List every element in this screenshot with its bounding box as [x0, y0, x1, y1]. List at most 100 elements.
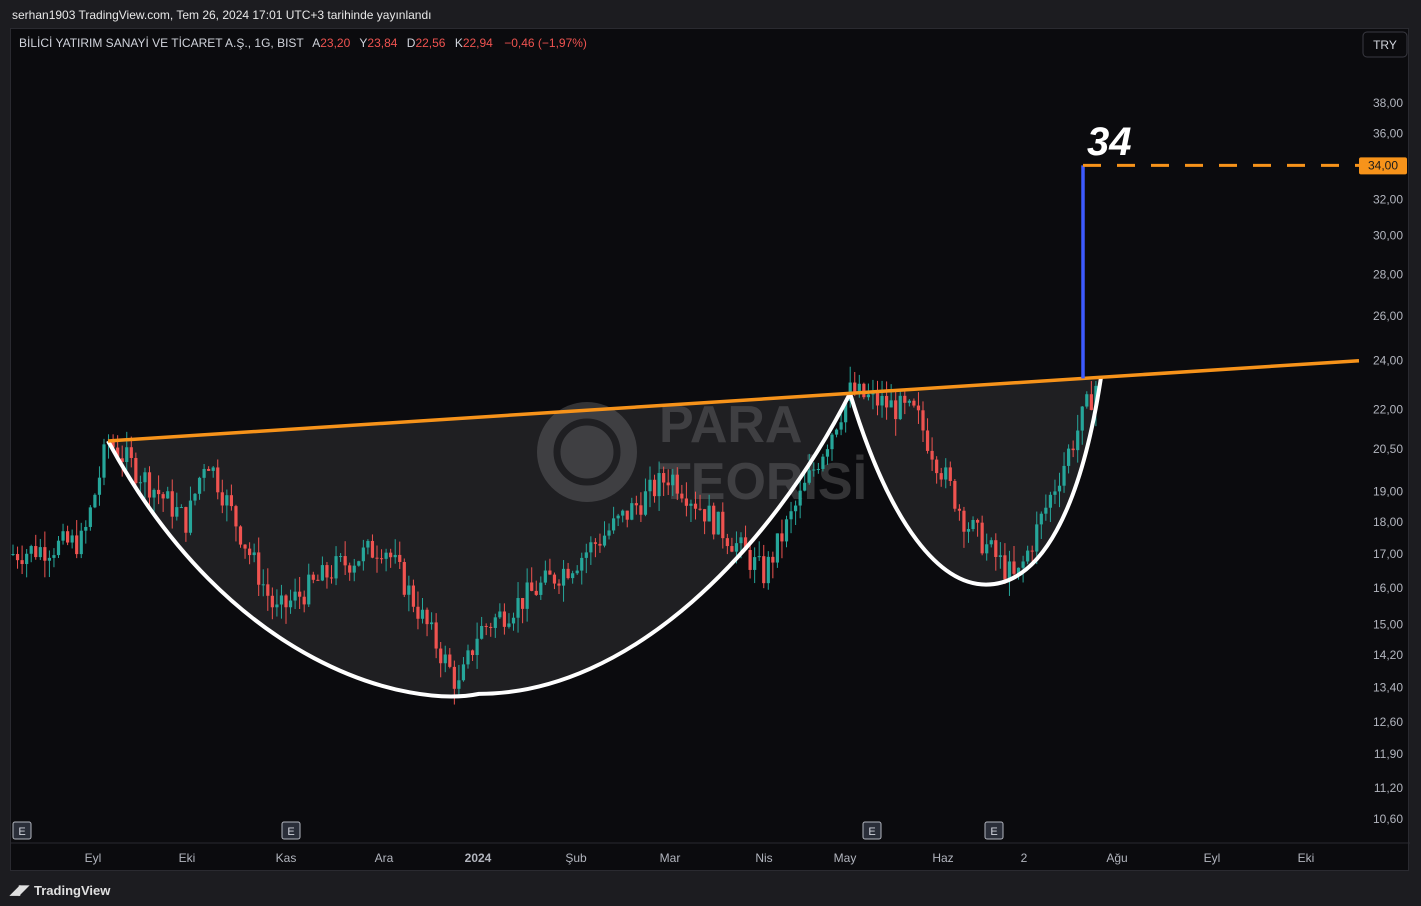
candle-down [548, 570, 552, 575]
candle-up [707, 505, 711, 522]
footer-brand[interactable]: ◢◤ TradingView [10, 882, 110, 898]
earnings-marker[interactable]: E [984, 821, 1004, 840]
candle-up [188, 500, 193, 533]
candle-down [625, 510, 629, 520]
svg-text:E: E [18, 826, 25, 838]
candle-up [898, 395, 902, 420]
y-tick-label: 32,00 [1373, 192, 1403, 206]
candle-down [771, 556, 775, 563]
candle-up [211, 467, 215, 471]
candle-down [521, 598, 525, 609]
candle-down [302, 596, 306, 605]
candle-up [466, 650, 470, 665]
candle-down [111, 441, 115, 448]
candle-down [448, 654, 452, 667]
currency-button[interactable]: TRY [1362, 31, 1408, 58]
footer-brand-text: TradingView [34, 882, 111, 898]
price-tag-text: 34,00 [1368, 158, 1398, 172]
candle-down [66, 531, 70, 543]
candle-up [102, 444, 106, 478]
candle-down [439, 648, 443, 664]
candle-up [179, 507, 183, 509]
earnings-marker[interactable]: E [862, 821, 882, 840]
y-tick-label: 26,00 [1373, 309, 1403, 323]
candle-down [489, 626, 493, 628]
candle-up [293, 591, 297, 601]
candle-down [680, 493, 684, 499]
candle-down [416, 606, 420, 619]
candle-down [953, 480, 957, 509]
watermark-logo-icon [537, 402, 637, 502]
candle-up [457, 680, 461, 689]
chart-legend: BİLİCİ YATIRIM SANAYİ VE TİCARET A.Ş., 1… [19, 36, 587, 50]
candle-up [989, 540, 993, 545]
time-axis: Eyl Eki Kas Ara 2024 Şub Mar Nis May Haz 2 Ağu Eyl Ek… [11, 842, 1410, 865]
candle-down [666, 482, 670, 486]
earnings-marker[interactable]: E [281, 821, 301, 840]
candle-down [184, 507, 188, 533]
x-tick-label: Eyl [85, 851, 102, 865]
candle-up [539, 582, 543, 595]
x-tick-label: Nis [755, 851, 772, 865]
candle-up [511, 617, 516, 624]
candle-down [662, 473, 666, 483]
candle-up [621, 510, 625, 516]
candle-down [270, 595, 274, 608]
candle-down [234, 506, 238, 527]
candle-down [411, 585, 415, 607]
candle-down [1071, 448, 1075, 451]
candle-up [47, 557, 51, 561]
candle-up [803, 482, 807, 491]
candle-up [279, 595, 284, 605]
candle-up [366, 540, 370, 548]
y-tick-label: 18,00 [1373, 515, 1403, 529]
candle-up [334, 556, 338, 579]
candle-down [398, 554, 402, 563]
candle-up [352, 565, 356, 573]
candle-up [252, 552, 256, 556]
candle-up [966, 529, 971, 532]
candle-up [543, 570, 547, 583]
candle-up [657, 473, 661, 497]
candle-down [216, 467, 220, 493]
watermark-text-line2: TEORİSİ [659, 453, 867, 511]
y-tick-label: 11,20 [1374, 781, 1403, 795]
candle-down [652, 479, 657, 497]
candle-up [589, 542, 593, 553]
candle-up [794, 505, 798, 512]
candle-up [643, 491, 648, 515]
candle-up [825, 449, 830, 457]
chart-panel[interactable]: PARA TEORİSİ 34 38,00 36,00 34,00 32,00 30,0… [10, 28, 1410, 872]
candle-up [602, 535, 607, 546]
candle-down [484, 625, 488, 627]
candle-up [880, 395, 884, 406]
svg-text:E: E [990, 826, 997, 838]
candle-down [34, 546, 38, 558]
candle-up [807, 470, 811, 483]
candle-up [480, 625, 484, 639]
candle-up [757, 556, 761, 558]
candle-down [402, 562, 406, 595]
candle-up [816, 468, 820, 470]
candle-down [939, 473, 943, 480]
candle-up [857, 383, 861, 394]
candle-down [452, 666, 456, 689]
candle-up [357, 561, 361, 566]
candle-up [443, 654, 447, 664]
candle-up [225, 495, 229, 506]
y-tick-label: 14,20 [1373, 648, 1403, 662]
candle-down [134, 457, 138, 484]
candle-down [348, 565, 352, 573]
target-price-tag: 34,00 [1359, 157, 1407, 175]
candlestick-chart[interactable]: PARA TEORİSİ 34 38,00 36,00 34,00 32,00 30,0… [11, 29, 1410, 872]
candle-down [976, 519, 980, 523]
candle-up [1016, 567, 1021, 574]
svg-text:BİLİCİ YATIRIM SANAYİ VE TİCAR: BİLİCİ YATIRIM SANAYİ VE TİCARET A.Ş., 1… [19, 36, 587, 50]
earnings-marker[interactable]: E [12, 821, 32, 840]
candle-down [957, 508, 961, 511]
currency-button-label: TRY [1373, 38, 1397, 52]
candle-up [430, 622, 434, 625]
candle-down [748, 549, 752, 570]
candle-down [116, 447, 120, 459]
candle-up [320, 565, 324, 581]
